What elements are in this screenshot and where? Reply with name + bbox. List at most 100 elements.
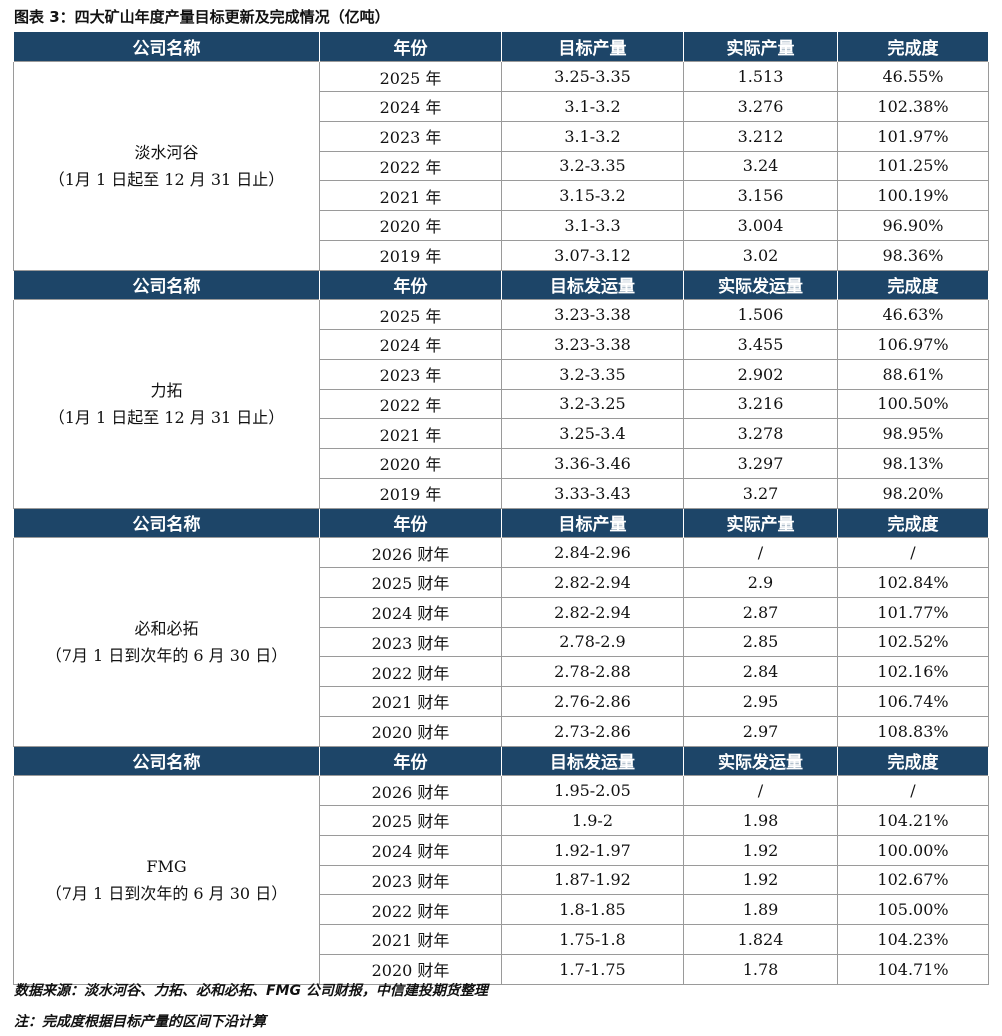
target-cell: 3.07-3.12 [501, 239, 684, 271]
actual-cell: 2.97 [683, 715, 838, 747]
section-header-row: 公司名称 年份 目标产量 实际产量 完成度 [13, 508, 989, 538]
actual-cell: 1.824 [683, 924, 838, 955]
completion-cell: / [837, 775, 989, 806]
completion-cell: 98.95% [837, 418, 989, 449]
header-company: 公司名称 [13, 746, 320, 776]
target-cell: 3.36-3.46 [501, 448, 684, 479]
actual-cell: 3.24 [683, 150, 838, 182]
completion-cell: 104.23% [837, 924, 989, 955]
year-cell: 2021 财年 [319, 924, 502, 955]
header-year: 年份 [319, 32, 502, 62]
completion-cell: 46.63% [837, 299, 989, 330]
table-row: 2019 年 3.33-3.43 3.27 98.20% [14, 477, 989, 509]
actual-cell: 1.92 [683, 864, 838, 896]
table-row: 2024 年 3.23-3.38 3.455 106.97% [14, 329, 989, 360]
table-row: 2025 财年 2.82-2.94 2.9 102.84% [14, 567, 989, 598]
table-row: 力拓 （1月 1 日起至 12 月 31 日止） 2025 年 3.23-3.38 1.… [13, 299, 989, 509]
year-cell: 2024 财年 [319, 596, 502, 628]
completion-cell: 104.21% [837, 805, 989, 836]
actual-cell: 2.95 [683, 686, 838, 717]
header-actual: 实际发运量 [683, 746, 838, 776]
actual-cell: 3.02 [683, 239, 838, 271]
header-company: 公司名称 [13, 32, 320, 62]
year-cell: 2025 年 [319, 61, 502, 92]
table-row: 2023 年 3.2-3.35 2.902 88.61% [14, 358, 989, 390]
header-year: 年份 [319, 746, 502, 776]
target-cell: 1.92-1.97 [501, 834, 684, 866]
target-cell: 1.75-1.8 [501, 924, 684, 955]
year-cell: 2023 年 [319, 358, 502, 390]
year-cell: 2024 年 [319, 329, 502, 360]
actual-cell: 3.276 [683, 91, 838, 122]
section-header-row: 公司名称 年份 目标发运量 实际发运量 完成度 [13, 270, 989, 300]
header-company: 公司名称 [13, 270, 320, 300]
actual-cell: 2.84 [683, 656, 838, 687]
completion-cell: 100.00% [837, 834, 989, 866]
table-row: FMG （7月 1 日到次年的 6 月 30 日） 2026 财年 1.95-2.05… [13, 775, 989, 985]
actual-cell: 3.278 [683, 418, 838, 449]
target-cell: 2.82-2.94 [501, 596, 684, 628]
year-cell: 2023 财年 [319, 864, 502, 896]
completion-cell: 105.00% [837, 894, 989, 925]
actual-cell: 2.902 [683, 358, 838, 390]
completion-cell: 98.36% [837, 239, 989, 271]
company-cell: 力拓 （1月 1 日起至 12 月 31 日止） [13, 299, 320, 509]
section-header-row: 公司名称 年份 目标发运量 实际发运量 完成度 [13, 746, 989, 776]
year-cell: 2024 年 [319, 91, 502, 122]
actual-cell: / [683, 537, 838, 568]
target-cell: 3.25-3.35 [501, 61, 684, 92]
header-target: 目标发运量 [501, 270, 684, 300]
company-name: FMG [146, 856, 187, 876]
target-cell: 2.84-2.96 [501, 537, 684, 568]
source-note: 数据来源：淡水河谷、力拓、必和必拓、FMG 公司财报，中信建投期货整理 [14, 983, 488, 999]
year-cell: 2020 财年 [319, 715, 502, 747]
target-cell: 3.2-3.35 [501, 150, 684, 182]
actual-cell: / [683, 775, 838, 806]
reporting-period: （1月 1 日起至 12 月 31 日止） [48, 407, 285, 427]
target-cell: 2.78-2.9 [501, 626, 684, 658]
actual-cell: 3.004 [683, 210, 838, 241]
table-row: 2022 财年 2.78-2.88 2.84 102.16% [14, 656, 989, 687]
target-cell: 2.82-2.94 [501, 567, 684, 598]
company-cell: FMG （7月 1 日到次年的 6 月 30 日） [13, 775, 320, 985]
year-cell: 2022 年 [319, 150, 502, 182]
reporting-period: （7月 1 日到次年的 6 月 30 日） [45, 645, 288, 665]
completion-cell: 100.50% [837, 388, 989, 420]
actual-cell: 3.216 [683, 388, 838, 420]
actual-cell: 1.98 [683, 805, 838, 836]
production-table: 公司名称 年份 目标产量 实际产量 完成度 淡水河谷 （1月 1 日起至 12 月 31 日… [13, 32, 989, 985]
year-cell: 2020 年 [319, 210, 502, 241]
target-cell: 3.1-3.2 [501, 91, 684, 122]
header-completion: 完成度 [837, 32, 989, 62]
completion-cell: / [837, 537, 989, 568]
completion-cell: 88.61% [837, 358, 989, 390]
table-row: 2020 财年 2.73-2.86 2.97 108.83% [14, 715, 989, 747]
year-cell: 2022 年 [319, 388, 502, 420]
target-cell: 1.9-2 [501, 805, 684, 836]
header-target: 目标发运量 [501, 746, 684, 776]
header-year: 年份 [319, 270, 502, 300]
header-actual: 实际产量 [683, 32, 838, 62]
table-row: 2024 财年 2.82-2.94 2.87 101.77% [14, 596, 989, 628]
header-actual: 实际产量 [683, 508, 838, 538]
completion-cell: 106.97% [837, 329, 989, 360]
target-cell: 3.25-3.4 [501, 418, 684, 449]
table-row: 2023 年 3.1-3.2 3.212 101.97% [14, 120, 989, 152]
year-cell: 2023 年 [319, 120, 502, 152]
year-cell: 2019 年 [319, 239, 502, 271]
reporting-period: （7月 1 日到次年的 6 月 30 日） [45, 883, 288, 903]
actual-cell: 1.506 [683, 299, 838, 330]
completion-cell: 102.38% [837, 91, 989, 122]
table-row: 2022 年 3.2-3.35 3.24 101.25% [14, 150, 989, 182]
completion-cell: 106.74% [837, 686, 989, 717]
table-body: 公司名称 年份 目标产量 实际产量 完成度 淡水河谷 （1月 1 日起至 12 月 31 日… [13, 32, 989, 985]
company-name: 必和必拓 [134, 618, 199, 638]
year-cell: 2024 财年 [319, 834, 502, 866]
year-cell: 2023 财年 [319, 626, 502, 658]
actual-cell: 3.27 [683, 477, 838, 509]
target-cell: 3.33-3.43 [501, 477, 684, 509]
company-name: 淡水河谷 [134, 142, 199, 162]
table-row: 2024 年 3.1-3.2 3.276 102.38% [14, 91, 989, 122]
year-cell: 2025 年 [319, 299, 502, 330]
completion-cell: 100.19% [837, 180, 989, 211]
